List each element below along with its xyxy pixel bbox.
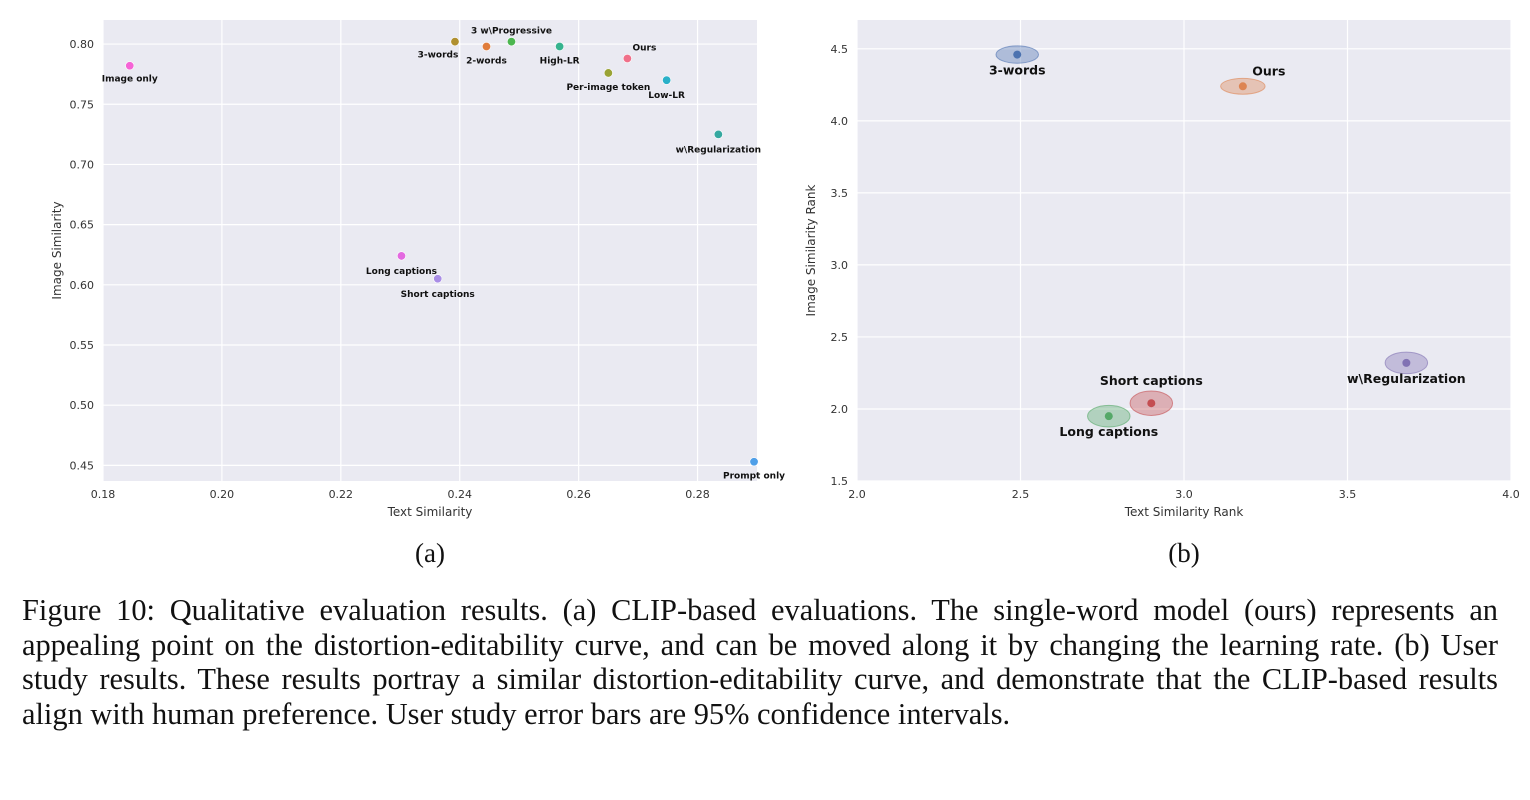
y-tick-label: 0.65 <box>70 219 95 232</box>
y-tick-label: 4.0 <box>831 115 849 128</box>
data-point-ours <box>622 54 632 64</box>
point-label-prompt-only: Prompt only <box>723 472 785 482</box>
y-axis-label: Image Similarity Rank <box>804 184 818 316</box>
data-point-high-lr <box>555 41 565 51</box>
point-label-ours: Ours <box>1252 63 1285 78</box>
data-point-ours <box>1238 82 1247 91</box>
x-tick-label: 3.5 <box>1339 488 1357 501</box>
data-point-w-regularization <box>1402 358 1411 367</box>
data-point-long-captions <box>1104 412 1113 421</box>
point-label-per-image-token: Per-image token <box>566 83 650 93</box>
panel-label-a: (a) <box>415 538 445 568</box>
x-tick-label: 0.18 <box>91 488 116 501</box>
data-point-long-captions <box>396 251 406 261</box>
figure-caption: Figure 10: Qualitative evaluation result… <box>22 593 1498 731</box>
y-tick-label: 0.60 <box>70 279 95 292</box>
x-tick-label: 0.28 <box>685 488 710 501</box>
point-label-high-lr: High-LR <box>540 56 580 66</box>
y-tick-label: 2.5 <box>831 331 849 344</box>
y-tick-label: 0.75 <box>70 98 95 111</box>
point-label-3-w-progressive: 3 w\Progressive <box>471 27 552 37</box>
point-label-w-regularization: w\Regularization <box>1347 371 1466 386</box>
x-tick-label: 0.24 <box>447 488 472 501</box>
y-axis-label: Image Similarity <box>50 201 64 299</box>
x-axis-label: Text Similarity Rank <box>1124 505 1244 519</box>
y-tick-label: 3.0 <box>831 259 849 272</box>
point-label-ours: Ours <box>632 44 656 54</box>
data-point-short-captions <box>1147 399 1156 408</box>
data-point-short-captions <box>433 274 443 284</box>
x-tick-label: 2.5 <box>1012 488 1030 501</box>
x-tick-label: 4.0 <box>1502 488 1520 501</box>
chart-panel-a: 0.18 0.20 0.22 0.24 0.26 0.28 0.45 0.50 0.55 0.60… <box>50 20 785 568</box>
point-label-short-captions: Short captions <box>1100 373 1203 388</box>
point-label-w-regularization: w\Regularization <box>676 145 761 155</box>
point-label-low-lr: Low-LR <box>648 91 685 101</box>
plot-background <box>103 20 757 481</box>
x-tick-label: 0.26 <box>566 488 591 501</box>
y-tick-label: 3.5 <box>831 187 849 200</box>
x-axis-label: Text Similarity <box>387 505 473 519</box>
x-tick-label: 0.20 <box>210 488 235 501</box>
data-point-2-words <box>481 41 491 51</box>
data-point-3-words <box>1013 50 1022 59</box>
point-label-2-words: 2-words <box>466 56 507 66</box>
point-label-short-captions: Short captions <box>401 290 475 300</box>
data-point-3-w-progressive <box>506 37 516 47</box>
y-tick-label: 0.70 <box>70 158 95 171</box>
point-label-image-only: Image only <box>102 75 158 85</box>
data-point-prompt-only <box>749 457 759 467</box>
y-tick-label: 4.5 <box>831 43 849 56</box>
y-tick-label: 2.0 <box>831 403 849 416</box>
x-tick-label: 2.0 <box>848 488 866 501</box>
y-tick-label: 0.80 <box>70 38 95 51</box>
y-tick-label: 0.55 <box>70 339 95 352</box>
data-point-w-regularization <box>713 129 723 139</box>
data-point-image-only <box>125 61 135 71</box>
x-tick-label: 0.22 <box>329 488 354 501</box>
panel-label-b: (b) <box>1168 538 1199 568</box>
point-label-long-captions: Long captions <box>366 267 437 277</box>
point-label-3-words: 3-words <box>989 63 1046 78</box>
y-tick-label: 0.50 <box>70 399 95 412</box>
data-point-low-lr <box>662 75 672 85</box>
point-label-long-captions: Long captions <box>1059 424 1158 439</box>
y-tick-label: 1.5 <box>831 475 849 488</box>
x-tick-label: 3.0 <box>1175 488 1193 501</box>
data-point-per-image-token <box>603 68 613 78</box>
point-label-3-words: 3-words <box>418 51 459 61</box>
data-point-3-words <box>450 37 460 47</box>
chart-panel-b: 2.0 2.5 3.0 3.5 4.01.52.02.53.03.54.04.5Text… <box>804 20 1520 568</box>
y-tick-label: 0.45 <box>70 459 95 472</box>
